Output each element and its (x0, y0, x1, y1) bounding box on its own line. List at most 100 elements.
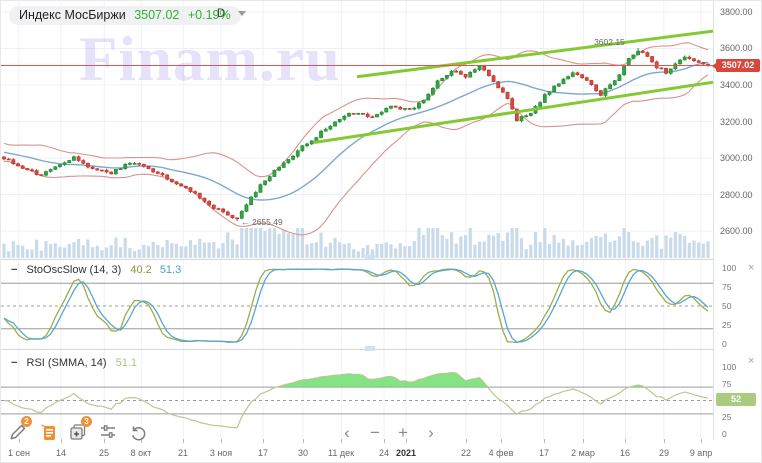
rsi-scale-label: 100 (722, 362, 737, 372)
rsi-line (3, 371, 709, 429)
zoom-out-button[interactable]: − (370, 423, 380, 442)
time-axis-label: 3 ноя (209, 448, 233, 458)
draw-tools-button[interactable]: 2 (5, 416, 32, 445)
time-tick (19, 439, 20, 443)
indicators-count-badge: 3 (81, 416, 92, 427)
undo-icon (132, 426, 146, 441)
time-axis-label: 30 (297, 448, 309, 458)
time-axis-label: 11 дек (327, 448, 355, 458)
time-axis-label: 1 сен (8, 448, 30, 458)
scroll-left-button[interactable]: ‹ (344, 423, 350, 442)
timeframe-label: D (217, 8, 226, 20)
sliders-icon (101, 425, 115, 438)
drawing-toolbar: 2 3 (5, 416, 155, 447)
time-axis-label: 17 (538, 448, 550, 458)
high-marker: 3602.15 (594, 37, 625, 47)
time-axis-label: 9 апр (689, 448, 713, 458)
time-tick (263, 439, 264, 443)
pane-separator[interactable] (1, 349, 713, 350)
time-axis-label: 2 мар (571, 448, 595, 458)
price-axis-label: 3600.00 (720, 43, 753, 53)
rsi-value: 51.1 (115, 357, 138, 369)
time-axis-label: 17 (257, 448, 269, 458)
chevron-down-icon (237, 11, 246, 17)
close-rsi-icon[interactable]: × (748, 355, 755, 367)
zoom-in-button[interactable]: + (398, 423, 408, 442)
time-tick (701, 439, 702, 443)
stoch-scale-label: 75 (722, 282, 732, 292)
time-tick (501, 439, 502, 443)
instrument-name: Индекс МосБиржи (19, 8, 126, 22)
rsi-current-tag: 52 (716, 393, 756, 406)
undo-button[interactable] (125, 419, 151, 445)
close-stoch-icon[interactable]: × (748, 262, 755, 274)
time-axis-label: 25 (98, 448, 110, 458)
price-axis-label: 3200.00 (720, 117, 753, 127)
pane-resize-handle[interactable] (365, 346, 375, 351)
rsi-pane[interactable] (1, 350, 713, 439)
bollinger-upper (3, 42, 709, 178)
time-tick (625, 439, 626, 443)
time-axis-label: 29 (658, 448, 670, 458)
time-tick (466, 439, 467, 443)
time-tick (664, 439, 665, 443)
volume-bars (2, 228, 710, 258)
rsi-scale-label: 75 (722, 379, 732, 389)
time-tick (141, 439, 142, 443)
time-axis-label: 2021 (395, 448, 417, 458)
rsi-scale-label: 0 (722, 429, 727, 439)
indicators-button[interactable]: 3 (65, 416, 92, 445)
price-axis-label: 2800.00 (720, 190, 753, 200)
scroll-right-button[interactable]: › (428, 423, 434, 442)
low-marker: ← 2655.49 (241, 217, 283, 227)
pane-resize-handle[interactable] (365, 255, 375, 260)
stoch-header: − StoOscSlow (14, 3) 40.2 51.3 (11, 264, 181, 276)
time-tick (544, 439, 545, 443)
timeframe-button[interactable]: D (217, 8, 246, 20)
stoch-scale-label: 0 (722, 339, 727, 349)
time-axis-label: 16 (619, 448, 631, 458)
stoch-k-value: 40.2 (130, 264, 152, 276)
trend-line-lower (313, 80, 713, 144)
current-price-tag: 3507.02 (712, 59, 760, 72)
stoch-scale-label: 100 (722, 263, 737, 273)
time-tick (221, 439, 222, 443)
bollinger-middle (3, 61, 709, 201)
time-tick (406, 439, 407, 443)
instrument-price: 3507.02 (134, 8, 180, 22)
time-tick (303, 439, 304, 443)
instrument-selector[interactable]: Индекс МосБиржи 3507.02 +0.19% (9, 6, 241, 25)
collapse-stoch-button[interactable]: − (11, 264, 18, 276)
time-tick (183, 439, 184, 443)
pane-separator[interactable] (1, 259, 713, 260)
trend-line-upper (356, 29, 713, 79)
rsi-overbought-fill (4, 372, 708, 388)
stoch-d-line (3, 268, 709, 343)
stoch-d-value: 51.3 (159, 264, 182, 276)
time-axis-label: 4 фев (488, 448, 514, 458)
collapse-rsi-button[interactable]: − (11, 357, 18, 369)
rsi-name: RSI (SMMA, 14) (26, 357, 107, 369)
time-tick (61, 439, 62, 443)
instrument-change: +0.19% (187, 8, 231, 22)
document-list-icon (41, 424, 55, 440)
stoch-scale-label: 50 (722, 301, 732, 311)
time-tick (341, 439, 342, 443)
price-axis-label: 3400.00 (720, 80, 753, 90)
draw-count-badge: 2 (21, 416, 32, 427)
time-axis-label: 24 (378, 448, 390, 458)
stoch-name: StoOscSlow (14, 3) (26, 264, 122, 276)
time-tick (583, 439, 584, 443)
main-price-chart[interactable]: 3602.15 ← 2655.49 (1, 1, 713, 259)
stoch-scale-label: 25 (722, 320, 732, 330)
stochastic-pane[interactable] (1, 260, 713, 349)
time-axis-label: 8 окт (130, 448, 152, 458)
time-axis-label: 22 (460, 448, 472, 458)
settings-button[interactable] (95, 419, 121, 445)
time-axis: 1 сен 14 25 8 окт 21 3 ноя 17 30 11 дек 24 2021 22 4… (1, 439, 761, 462)
price-axis-label: 3000.00 (720, 153, 753, 163)
time-axis-label: 21 (177, 448, 189, 458)
candles-layer (2, 48, 710, 221)
orders-list-button[interactable] (35, 419, 61, 445)
